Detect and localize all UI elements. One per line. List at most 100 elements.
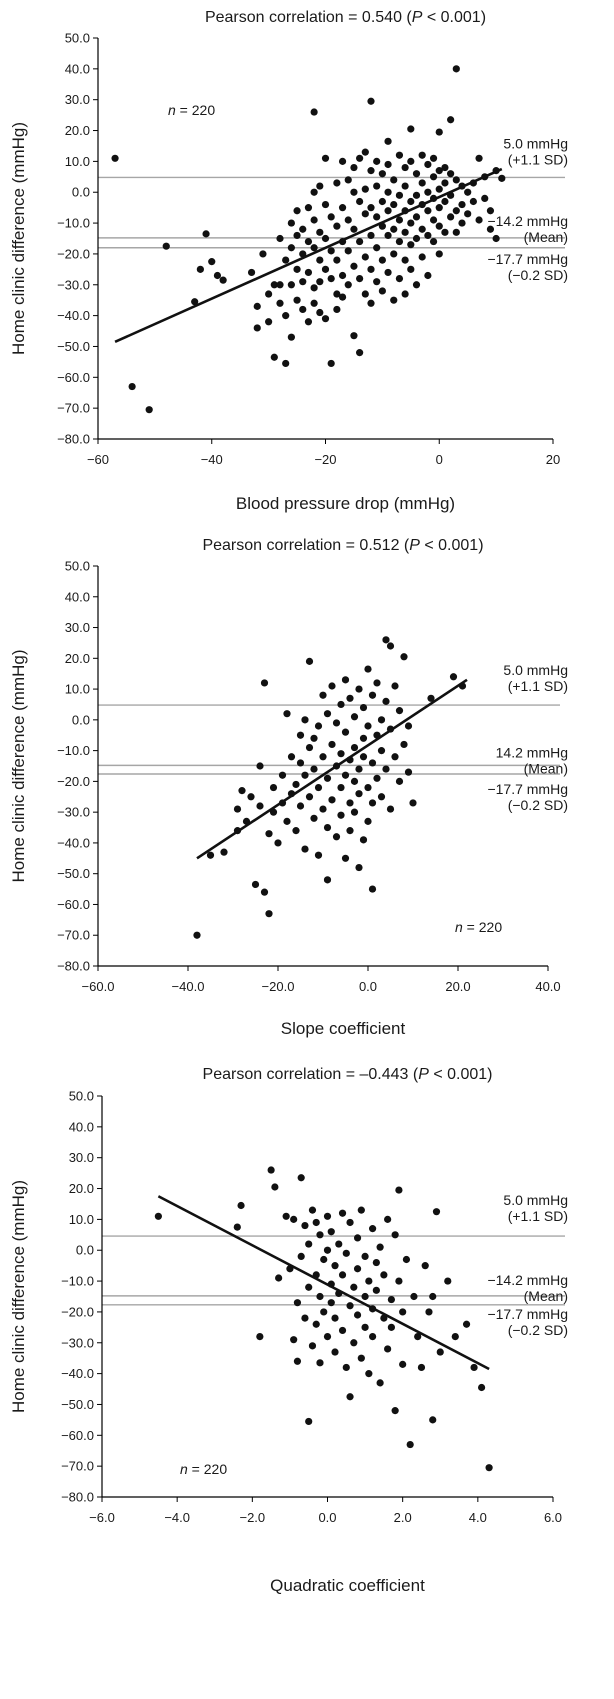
data-point [328,796,336,804]
data-point [492,234,500,243]
data-point [399,1308,407,1316]
x-tick-label: −60 [87,452,109,467]
y-tick-label: −30.0 [57,277,90,292]
data-point [399,1360,407,1368]
data-point [287,281,295,289]
x-tick-label: 20.0 [445,979,470,994]
data-point [350,808,359,816]
data-point [301,716,309,724]
data-point [338,204,347,212]
y-tick-label: −60.0 [61,1428,94,1443]
data-point [407,241,415,249]
data-point [310,814,318,822]
y-tick-label: −20.0 [57,774,90,789]
data-point [376,1379,384,1387]
data-point [401,163,409,172]
data-point [384,137,392,145]
x-tick-label: −2.0 [239,1510,265,1525]
data-point [328,740,336,749]
data-point [145,406,153,414]
data-point [364,783,372,792]
y-tick-label: −30.0 [57,805,90,820]
x-axis-label: Slope coefficient [281,1019,406,1038]
data-point [395,191,404,199]
data-point [323,1246,332,1254]
x-tick-label: 0.0 [359,979,377,994]
data-point [344,281,352,289]
reference-label-value: −17.7 mmHg [487,781,568,797]
y-tick-label: −60.0 [57,897,90,912]
data-point [356,349,364,357]
data-point [386,805,395,813]
y-tick-label: −40.0 [61,1366,94,1381]
data-point [372,1258,380,1267]
data-point [373,244,381,252]
data-point [305,657,314,665]
data-point [270,281,278,289]
data-point [378,256,386,264]
chart-title-p: P [409,537,420,554]
y-tick-label: 10.0 [65,682,90,697]
data-point [355,765,363,773]
data-point [297,1174,305,1182]
y-tick-label: −30.0 [61,1335,94,1350]
data-point [344,216,352,224]
data-point [321,265,330,273]
regression-line [157,1195,490,1371]
data-point [384,268,392,277]
data-point [359,753,368,761]
data-point [305,1283,313,1291]
data-point [373,213,381,221]
data-point [424,231,432,240]
reference-label-value: 5.0 mmHg [503,135,568,151]
data-point [346,827,354,835]
y-tick-label: −70.0 [61,1459,94,1474]
reference-label-note: (Mean) [524,760,568,776]
data-point [323,710,332,718]
chart-title-p: P [412,9,423,26]
y-tick-label: 20.0 [65,123,90,138]
data-point [444,1277,452,1285]
data-point [341,728,350,736]
data-point [395,275,404,283]
data-point [421,1262,429,1270]
data-point [395,237,404,246]
data-point [406,1440,414,1449]
data-point [373,157,381,165]
x-tick-label: 20 [546,452,560,467]
data-point [162,242,170,250]
data-point [395,151,404,159]
data-point [296,731,305,739]
data-point [341,771,350,779]
chart-title-suffix: < 0.001) [420,537,484,554]
reference-label-note: (−0.2 SD) [508,267,568,283]
reference-label-note: (Mean) [524,229,568,245]
data-point [287,333,295,341]
y-tick-label: 0.0 [76,1243,94,1258]
data-point [154,1212,162,1220]
data-point [452,65,460,73]
data-point [282,1212,290,1220]
data-point [338,1209,347,1217]
data-point [328,682,336,690]
y-tick-label: 30.0 [65,92,90,107]
data-point [314,851,323,859]
y-tick-label: −40.0 [57,308,90,323]
data-point [429,154,438,162]
data-point [384,207,392,215]
data-point [477,1383,486,1392]
reference-label-value: 5.0 mmHg [503,662,568,678]
data-point [316,1292,324,1301]
y-tick-label: −80.0 [57,959,90,974]
data-point [355,685,363,693]
data-point [350,1339,358,1347]
x-tick-label: −40.0 [172,979,205,994]
data-point [333,290,341,298]
data-point [417,1363,426,1372]
data-point [282,312,290,320]
y-tick-label: −10.0 [57,743,90,758]
data-point [267,1166,275,1174]
data-point [402,1255,411,1264]
y-tick-label: 50.0 [65,31,90,46]
data-point [323,774,332,782]
